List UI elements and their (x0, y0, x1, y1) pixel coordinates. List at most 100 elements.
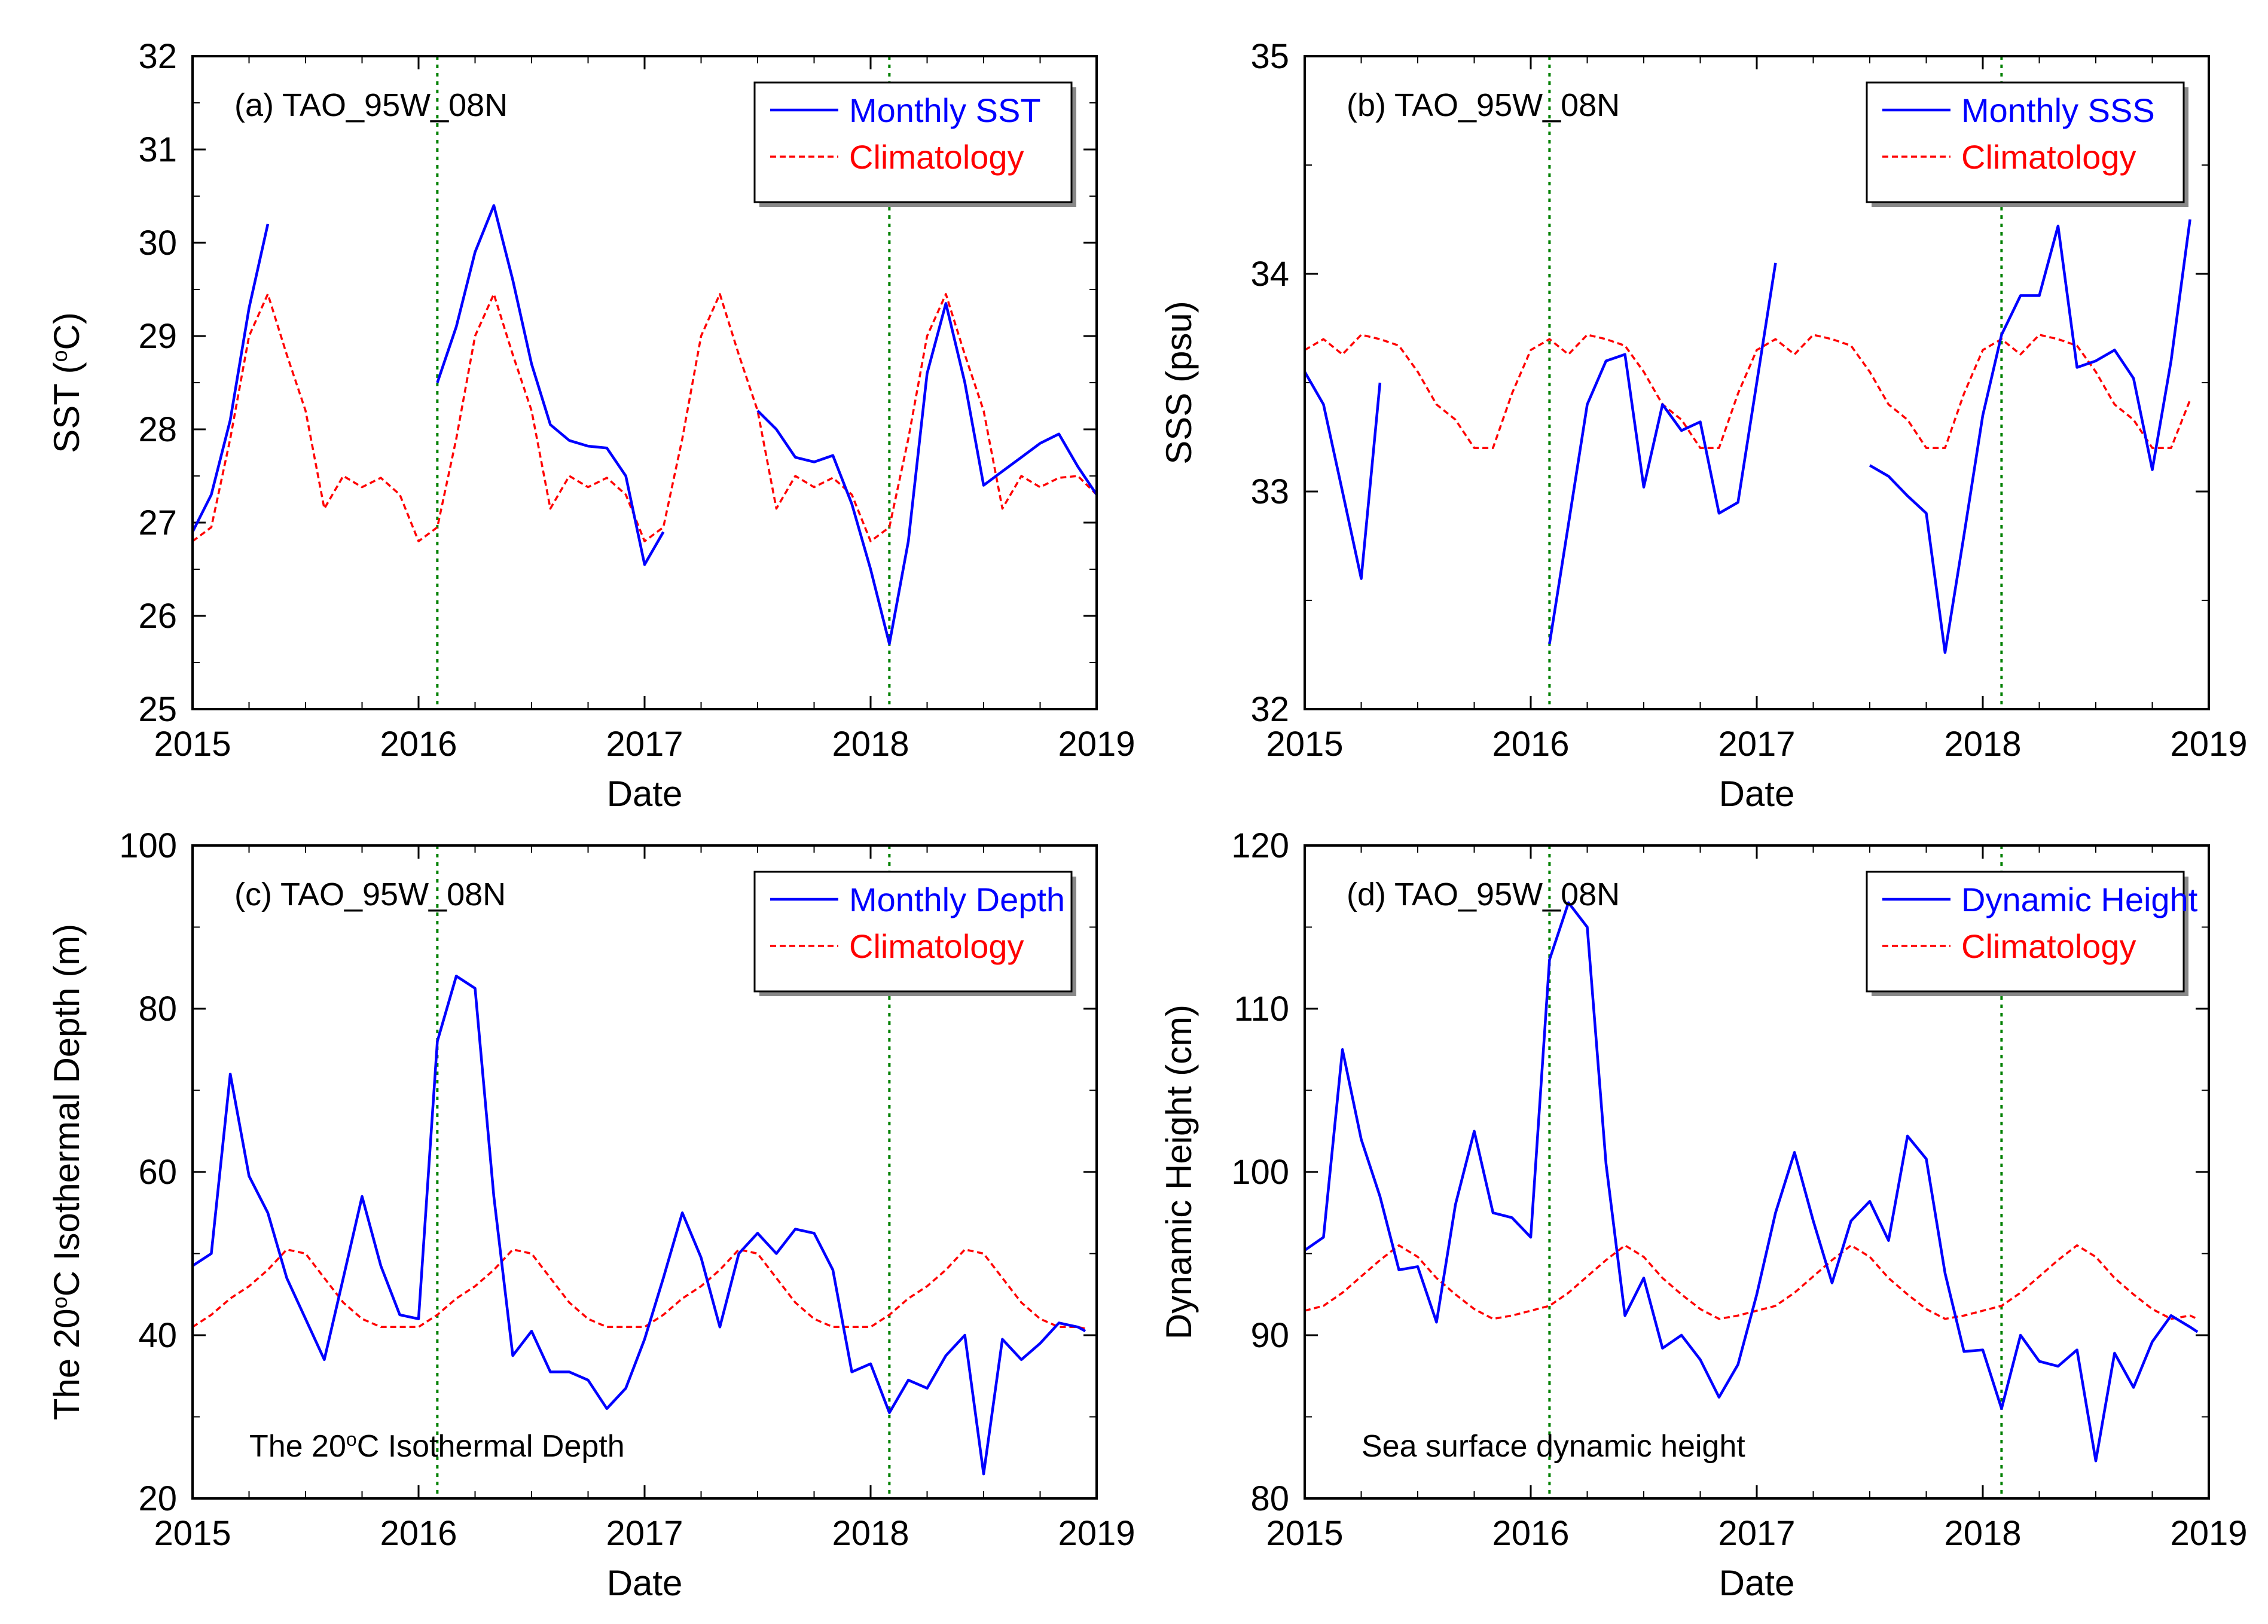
x-tick-label: 2016 (380, 725, 457, 764)
x-tick-label: 2017 (606, 725, 683, 764)
legend-label: Dynamic Height (1961, 881, 2198, 918)
y-tick-label: 32 (138, 37, 177, 76)
panel-title: (a) TAO_95W_08N (234, 87, 508, 123)
y-axis-title: The 20oC Isothermal Depth (m) (47, 924, 87, 1420)
y-axis-title-part: SSS (psu) (1159, 301, 1199, 464)
x-tick-label: 2017 (1718, 1514, 1795, 1553)
series-line (1304, 334, 2191, 449)
y-tick-label: 100 (119, 826, 177, 865)
series-line (1304, 901, 2199, 1463)
annotation-part: Sea surface dynamic height (1362, 1429, 1745, 1464)
y-tick-label: 90 (1250, 1316, 1289, 1355)
x-tick-label: 2015 (154, 1514, 231, 1553)
y-tick-label: 31 (138, 130, 177, 169)
series-line (756, 302, 1098, 646)
legend-label: Climatology (849, 927, 1024, 965)
y-tick-label: 100 (1231, 1153, 1289, 1192)
panel-a: 2015 2016 2017 2018 2019 25 26 27 28 29 30 31 32 Date… (47, 37, 1135, 814)
y-axis-title-part: Dynamic Height (cm) (1159, 1005, 1199, 1339)
legend-box (1866, 81, 2185, 203)
x-tick-label: 2018 (832, 1514, 909, 1553)
x-axis-title: Date (607, 1563, 683, 1603)
y-axis-title-part: C) (47, 312, 87, 350)
y-tick-label: 33 (1250, 472, 1289, 511)
series-line (1304, 1244, 2198, 1320)
x-axis-title: Date (1719, 1563, 1795, 1603)
y-tick-label: 26 (138, 597, 177, 636)
legend: Monthly SST Climatology (753, 81, 1076, 207)
series-climatology (191, 293, 1098, 542)
plot-frame (191, 55, 1098, 710)
y-tick-label: 20 (138, 1479, 177, 1518)
series-climatology (192, 1248, 1086, 1330)
legend-label: Monthly SST (849, 91, 1041, 129)
panel-title: (b) TAO_95W_08N (1347, 87, 1620, 123)
plot-frame (191, 844, 1098, 1500)
y-tick-label: 80 (138, 990, 177, 1028)
x-tick-label: 2018 (832, 725, 909, 764)
x-tick-label: 2018 (1944, 1514, 2021, 1553)
x-tick-label: 2018 (1944, 725, 2021, 764)
series-line (191, 224, 270, 533)
series-line (192, 1248, 1086, 1330)
y-axis-title: SST (oC) (47, 312, 87, 453)
legend-label: Monthly Depth (849, 881, 1065, 918)
x-tick-label: 2019 (2170, 725, 2247, 764)
y-tick-label: 110 (1234, 990, 1289, 1028)
panel-annotation: The 20oC Isothermal Depth (249, 1428, 625, 1464)
plot-frame (1304, 844, 2210, 1500)
series-line (1304, 371, 1382, 580)
y-tick-label: 60 (138, 1153, 177, 1192)
x-tick-label: 2015 (1266, 1514, 1343, 1553)
y-tick-label: 25 (138, 690, 177, 729)
annotation-part: The 20 (249, 1429, 346, 1464)
panel-annotation: Sea surface dynamic height (1362, 1429, 1745, 1464)
y-tick-label: 40 (138, 1316, 177, 1355)
y-axis-title-part: C Isothermal Depth (m) (47, 924, 87, 1297)
y-axis-title-part: SST ( (47, 362, 87, 453)
legend-box (1866, 871, 2185, 993)
y-axis-title: Dynamic Height (cm) (1159, 1005, 1199, 1339)
legend-box (753, 871, 1073, 993)
degree-superscript: o (47, 1296, 72, 1308)
annotation-part: C Isothermal Depth (357, 1429, 625, 1464)
y-axis-title: SSS (psu) (1159, 301, 1199, 464)
panel-title: (c) TAO_95W_08N (234, 877, 506, 912)
plot-frame (1304, 55, 2210, 710)
y-tick-label: 32 (1250, 690, 1289, 729)
y-axis-title-part: The 20 (47, 1308, 87, 1420)
y-tick-label: 34 (1250, 255, 1289, 294)
y-tick-label: 80 (1250, 1479, 1289, 1518)
series-line (191, 293, 1098, 542)
series-line (1548, 262, 1777, 645)
series-line (191, 975, 1086, 1476)
legend-box (753, 81, 1073, 203)
y-tick-label: 120 (1231, 826, 1289, 865)
panel-c: 2015 2016 2017 2018 2019 20 40 60 80 100 Date The 2… (47, 826, 1135, 1603)
x-tick-label: 2019 (1058, 1514, 1135, 1553)
y-tick-label: 35 (1250, 37, 1289, 76)
degree-superscript: o (47, 350, 72, 362)
panel-d: 2015 2016 2017 2018 2019 80 90 100 110 120 Date Dyn… (1159, 826, 2248, 1603)
series-observed (191, 204, 1098, 646)
series-line (436, 204, 665, 566)
x-tick-label: 2015 (154, 725, 231, 764)
series-climatology (1304, 334, 2191, 449)
series-observed (1304, 219, 2191, 654)
legend-label: Climatology (1961, 927, 2136, 965)
series-observed (1304, 901, 2199, 1463)
y-tick-label: 29 (138, 317, 177, 356)
y-tick-label: 28 (138, 410, 177, 449)
x-tick-label: 2016 (1492, 1514, 1569, 1553)
x-tick-label: 2015 (1266, 725, 1343, 764)
legend-label: Monthly SSS (1961, 91, 2155, 129)
legend: Dynamic Height Climatology (1866, 871, 2198, 996)
x-tick-label: 2017 (1718, 725, 1795, 764)
x-axis-title: Date (1719, 774, 1795, 814)
degree-superscript: o (346, 1428, 357, 1450)
x-tick-label: 2019 (1058, 725, 1135, 764)
series-climatology (1304, 1244, 2198, 1320)
legend-label: Climatology (1961, 138, 2136, 176)
x-tick-label: 2016 (380, 1514, 457, 1553)
